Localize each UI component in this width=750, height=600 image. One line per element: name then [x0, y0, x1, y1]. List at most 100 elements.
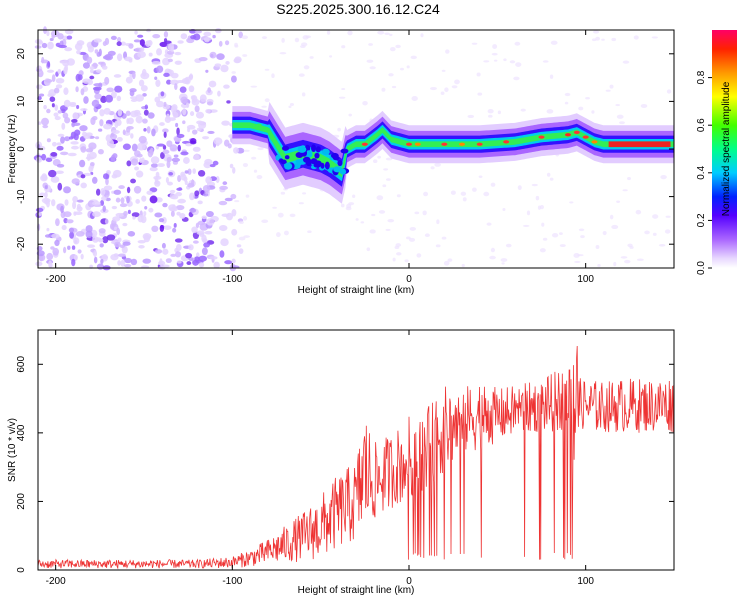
- heatmap-noise-cell: [204, 230, 213, 235]
- heatmap-noise-cell: [435, 244, 441, 248]
- heatmap-ytick-label: -10: [16, 189, 27, 204]
- heatmap-noise-cell: [377, 30, 385, 35]
- heatmap-noise-cell: [220, 64, 229, 73]
- heatmap-noise-cell: [63, 211, 72, 218]
- heatmap-noise-cell: [197, 170, 206, 177]
- heatmap-noise-cell: [96, 188, 101, 196]
- heatmap-noise-cell: [595, 245, 600, 249]
- heatmap-noise-cell: [213, 261, 220, 269]
- heatmap-noise-cell: [633, 35, 639, 40]
- heatmap-noise-cell: [348, 113, 353, 117]
- heatmap-noise-cell: [187, 168, 192, 175]
- heatmap-noise-cell: [59, 60, 64, 64]
- heatmap-noise-cell: [348, 202, 355, 206]
- heatmap-peak-cell: [361, 142, 368, 146]
- heatmap-noise-cell: [88, 165, 94, 173]
- heatmap-peak-cell: [313, 162, 321, 168]
- heatmap-noise-cell: [46, 108, 51, 114]
- heatmap-noise-cell: [140, 47, 145, 52]
- heatmap-noise-cell: [195, 111, 204, 119]
- heatmap-noise-cell: [272, 206, 277, 209]
- heatmap-noise-cell: [180, 173, 187, 181]
- heatmap-noise-cell: [85, 225, 93, 233]
- heatmap-noise-cell: [130, 158, 139, 166]
- heatmap-noise-cell: [231, 258, 236, 264]
- heatmap-noise-cell: [396, 252, 402, 256]
- heatmap-noise-cell: [177, 175, 182, 183]
- heatmap-noise-cell: [261, 105, 267, 108]
- heatmap-noise-cell: [549, 177, 554, 181]
- heatmap-noise-cell: [491, 52, 498, 56]
- heatmap-noise-cell: [347, 30, 353, 36]
- heatmap-xtick-label: 0: [406, 274, 412, 285]
- heatmap-noise-cell: [140, 72, 150, 80]
- heatmap-noise-cell: [281, 37, 285, 43]
- snr-chart: -200 -100 0 100 0 200 400 600 Height of straig…: [7, 329, 675, 596]
- heatmap-noise-cell: [443, 260, 450, 266]
- heatmap-noise-cell: [63, 99, 71, 108]
- heatmap-noise-cell: [61, 225, 67, 231]
- heatmap-noise-cell: [405, 236, 411, 240]
- heatmap-noise-cell: [165, 258, 172, 264]
- heatmap-noise-cell: [261, 219, 269, 223]
- heatmap-noise-cell: [340, 203, 345, 208]
- heatmap-noise-cell: [101, 65, 108, 70]
- heatmap-noise-cell: [166, 113, 170, 120]
- heatmap-noise-cell: [66, 219, 74, 224]
- heatmap-noise-cell: [54, 239, 60, 247]
- heatmap-noise-cell: [542, 60, 549, 63]
- heatmap-noise-cell: [242, 54, 248, 57]
- heatmap-noise-cell: [400, 67, 404, 71]
- heatmap-noise-cell: [180, 96, 188, 104]
- heatmap-noise-cell: [114, 85, 123, 93]
- heatmap-noise-cell: [154, 180, 161, 187]
- heatmap-ridge: [232, 101, 675, 204]
- heatmap-noise-cell: [224, 197, 233, 202]
- heatmap-noise-cell: [137, 240, 146, 244]
- heatmap-noise-cell: [52, 141, 57, 147]
- heatmap-noise-cell: [157, 163, 165, 168]
- heatmap-noise-cell: [175, 204, 185, 211]
- heatmap-noise-cell: [36, 40, 44, 45]
- heatmap-noise-cell: [388, 73, 394, 77]
- heatmap-noise-cell: [102, 173, 109, 180]
- heatmap-noise-cell: [56, 145, 64, 151]
- heatmap-noise-cell: [493, 59, 498, 62]
- heatmap-noise-cell: [175, 192, 183, 197]
- heatmap-noise-cell: [186, 124, 196, 130]
- heatmap-noise-cell: [124, 257, 132, 264]
- heatmap-peak-cell: [565, 133, 571, 137]
- heatmap-noise-cell: [122, 143, 131, 151]
- heatmap-noise-cell: [307, 230, 312, 234]
- heatmap-noise-cell: [602, 230, 607, 236]
- heatmap-noise-cell: [585, 96, 590, 100]
- heatmap-noise-cell: [116, 95, 122, 102]
- heatmap-noise-cell: [117, 253, 126, 258]
- heatmap-noise-cell: [166, 160, 171, 169]
- heatmap-noise-cell: [85, 156, 95, 160]
- heatmap-noise-cell: [574, 260, 581, 263]
- heatmap-noise-cell: [50, 246, 55, 250]
- heatmap-noise-cell: [123, 211, 128, 217]
- heatmap-noise-cell: [378, 210, 386, 214]
- heatmap-noise-cell: [93, 250, 98, 257]
- heatmap-noise-cell: [142, 258, 152, 264]
- heatmap-noise-cell: [41, 117, 50, 126]
- heatmap-noise-cell: [115, 197, 121, 203]
- heatmap-noise-cell: [509, 60, 516, 64]
- heatmap-noise-cell: [174, 51, 182, 56]
- heatmap-noise-cell: [513, 76, 520, 81]
- heatmap-noise-cell: [70, 141, 79, 145]
- heatmap-noise-cell: [151, 60, 161, 65]
- heatmap-noise-cell: [145, 40, 152, 47]
- heatmap-noise-cell: [116, 119, 122, 126]
- heatmap-noise-cell: [167, 181, 173, 186]
- heatmap-noise-cell: [140, 85, 148, 92]
- heatmap-noise-cell: [117, 108, 123, 117]
- heatmap-noise-cell: [99, 109, 105, 117]
- heatmap-noise-cell: [302, 192, 307, 195]
- heatmap-noise-cell: [133, 185, 142, 194]
- heatmap-noise-cell: [189, 208, 197, 213]
- heatmap-noise-cell: [61, 122, 66, 130]
- heatmap-noise-cell: [652, 232, 657, 236]
